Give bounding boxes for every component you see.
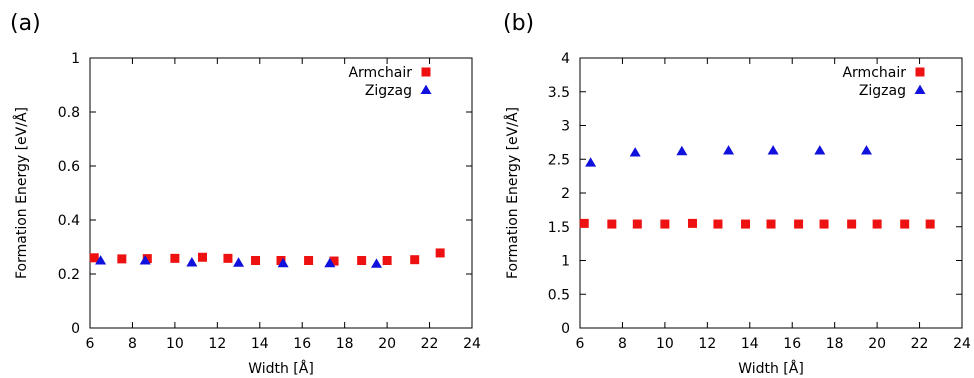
data-point-triangle <box>233 257 245 267</box>
y-tick-label: 0.4 <box>58 213 80 229</box>
y-tick-label: 0 <box>71 321 80 337</box>
data-point-triangle <box>629 147 641 157</box>
y-tick-label: 0.6 <box>58 159 80 175</box>
panel-label: (b) <box>503 11 534 36</box>
y-tick-label: 0 <box>561 321 570 337</box>
legend-marker-triangle <box>420 84 432 95</box>
x-tick-label: 12 <box>698 336 716 352</box>
y-tick-label: 4 <box>561 51 570 67</box>
legend-marker-square <box>915 67 925 77</box>
x-tick-label: 18 <box>826 336 844 352</box>
data-point-square <box>579 218 589 228</box>
data-point-square <box>117 254 127 264</box>
x-tick-label: 24 <box>463 336 481 352</box>
data-point-triangle <box>139 255 151 265</box>
data-point-square <box>687 218 697 228</box>
x-tick-label: 16 <box>293 336 311 352</box>
x-tick-label: 16 <box>783 336 801 352</box>
data-point-square <box>329 256 339 266</box>
data-point-square <box>713 219 723 229</box>
y-tick-label: 0.8 <box>58 105 80 121</box>
x-tick-label: 20 <box>868 336 886 352</box>
x-tick-label: 18 <box>336 336 354 352</box>
data-point-triangle <box>324 257 336 268</box>
data-point-square <box>410 255 420 265</box>
data-point-square <box>223 253 233 263</box>
data-point-square <box>819 219 829 229</box>
data-point-square <box>142 254 152 264</box>
y-tick-label: 1.5 <box>548 220 570 236</box>
x-tick-label: 24 <box>953 336 971 352</box>
data-point-square <box>197 252 207 262</box>
panel-label: (a) <box>10 11 41 36</box>
legend-label: Zigzag <box>365 83 412 99</box>
chart-panel-b: (b) 6 8 10 12 14 16 18 20 22 24 0 0.5 1 1.5 2 2.5 3 3.5 4 Wi… <box>503 11 971 377</box>
x-tick-label: 20 <box>378 336 396 352</box>
data-point-square <box>170 253 180 263</box>
x-tick-label: 14 <box>251 336 269 352</box>
data-point-square <box>925 219 935 229</box>
x-tick-label: 14 <box>741 336 759 352</box>
x-tick-label: 6 <box>86 336 95 352</box>
plot-frame <box>89 57 473 329</box>
y-tick-label: 0.5 <box>548 287 570 303</box>
x-axis-label: Width [Å] <box>248 360 314 377</box>
y-tick-label: 3.5 <box>548 85 570 101</box>
data-point-square <box>847 219 857 229</box>
data-point-square <box>900 219 910 229</box>
data-point-square <box>357 256 367 265</box>
data-point-triangle <box>676 145 688 156</box>
data-point-square <box>304 256 314 265</box>
data-point-triangle <box>95 255 107 265</box>
data-point-triangle <box>767 145 779 155</box>
x-tick-label: 6 <box>576 336 585 352</box>
y-axis-label: Formation Energy [eV/Å] <box>504 107 521 279</box>
x-tick-label: 8 <box>618 336 627 352</box>
data-point-square <box>382 256 392 265</box>
legend-marker-triangle <box>914 84 926 95</box>
x-tick-label: 12 <box>208 336 226 352</box>
data-point-square <box>251 256 261 265</box>
chart-panel-a: (a) 6 8 10 12 14 16 18 20 22 24 0 0.2 0.4 0.6 0.8 1 Width… <box>10 11 481 377</box>
x-tick-label: 10 <box>166 336 184 352</box>
legend-label: Zigzag <box>859 83 906 99</box>
y-tick-label: 2 <box>561 186 570 202</box>
data-point-square <box>872 219 882 229</box>
data-point-square <box>89 253 99 263</box>
data-point-triangle <box>723 145 735 155</box>
data-point-square <box>794 219 804 229</box>
data-point-triangle <box>861 145 872 155</box>
legend-label: Armchair <box>842 65 906 81</box>
data-point-triangle <box>277 257 289 268</box>
y-axis-label: Formation Energy [eV/Å] <box>13 107 30 279</box>
y-tick-label: 1 <box>561 254 570 270</box>
y-tick-label: 3 <box>561 119 570 135</box>
data-point-triangle <box>585 157 597 167</box>
data-point-square <box>607 219 617 229</box>
data-point-square <box>766 219 776 229</box>
data-point-triangle <box>186 256 198 267</box>
x-tick-label: 22 <box>421 336 439 352</box>
legend-marker-square <box>421 67 431 77</box>
x-tick-label: 8 <box>128 336 137 352</box>
data-point-square <box>632 219 642 229</box>
data-point-square <box>435 248 445 258</box>
data-point-square <box>741 219 751 229</box>
y-tick-label: 0.2 <box>58 267 80 283</box>
y-tick-label: 2.5 <box>548 152 570 168</box>
data-point-square <box>660 219 670 229</box>
data-point-triangle <box>371 258 382 268</box>
x-axis-label: Width [Å] <box>738 360 804 377</box>
y-tick-label: 1 <box>71 51 80 67</box>
x-tick-label: 22 <box>911 336 929 352</box>
data-point-square <box>276 256 286 265</box>
legend-label: Armchair <box>348 65 412 81</box>
data-point-triangle <box>814 145 826 155</box>
x-tick-label: 10 <box>656 336 674 352</box>
